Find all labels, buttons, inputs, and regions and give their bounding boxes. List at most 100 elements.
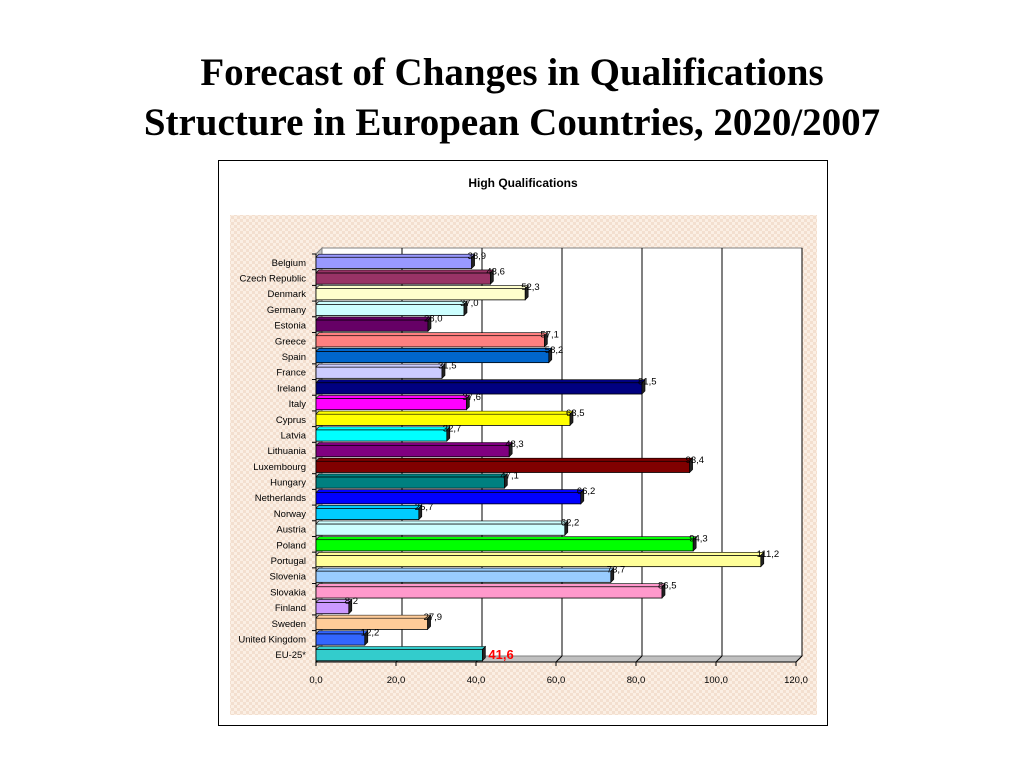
bar-front <box>315 570 612 583</box>
bar-italy <box>315 394 471 411</box>
gridline-depth <box>635 655 643 663</box>
bar-front <box>315 445 510 458</box>
bar-end <box>441 363 446 380</box>
bar-front <box>315 288 526 301</box>
bar-end <box>490 269 494 285</box>
bar-top <box>315 583 666 588</box>
bar-end <box>504 473 508 489</box>
bar-end <box>508 441 513 458</box>
bar-cyprus <box>315 410 574 427</box>
bar-top <box>315 363 446 368</box>
bar-norway <box>315 504 423 521</box>
bar-top <box>315 567 615 572</box>
category-label: Norway <box>274 509 306 520</box>
bar-france <box>315 363 446 380</box>
bar-front <box>315 507 420 520</box>
bar-front <box>315 586 663 599</box>
bar-czech-republic <box>315 269 495 285</box>
category-label: Sweden <box>272 619 306 630</box>
bar-front <box>315 335 545 348</box>
chart-title: High Qualifications <box>468 176 578 190</box>
gridline-depth <box>795 655 803 663</box>
value-label: 63,5 <box>566 408 585 419</box>
bar-end <box>364 630 369 646</box>
bar-end <box>641 379 646 395</box>
bar-end <box>348 598 353 615</box>
bar-front <box>315 633 366 646</box>
bar-germany <box>315 300 468 317</box>
bar-end <box>661 583 666 599</box>
value-label: 111,2 <box>757 549 779 560</box>
category-label: Czech Republic <box>239 274 306 285</box>
value-label: 41,6 <box>488 647 513 662</box>
bar-front <box>315 476 505 489</box>
bar-top <box>315 646 487 650</box>
category-label: Italy <box>289 399 307 410</box>
value-label: 25,7 <box>415 502 434 513</box>
x-tick-label: 100,0 <box>704 675 728 686</box>
value-label: 43,6 <box>486 267 505 278</box>
bar-front <box>315 256 473 269</box>
bar-estonia <box>315 316 432 332</box>
category-label: Lithuania <box>267 446 306 457</box>
bar-top <box>315 379 646 384</box>
category-label: Slovakia <box>270 587 307 598</box>
bar-portugal <box>315 551 765 568</box>
bar-end <box>427 316 432 332</box>
category-label: Ireland <box>277 383 306 394</box>
bar-lithuania <box>315 441 513 458</box>
bar-top <box>315 457 694 462</box>
category-label: Portugal <box>271 556 306 567</box>
value-label: 94,3 <box>689 533 708 544</box>
bar-top <box>315 520 569 525</box>
category-label: France <box>276 368 306 379</box>
value-label: 62,2 <box>561 518 580 529</box>
bar-austria <box>315 520 569 536</box>
bar-top <box>315 269 495 274</box>
category-label: Austria <box>276 525 306 536</box>
category-label: Estonia <box>274 321 306 332</box>
bar-end <box>427 614 431 631</box>
category-label: Slovenia <box>270 572 307 583</box>
bar-end <box>548 347 553 364</box>
bar-eu-25 <box>315 645 487 662</box>
x-tick-label: 20,0 <box>387 675 406 686</box>
category-label: Denmark <box>267 289 306 300</box>
bar-front <box>315 366 443 379</box>
bar-ireland <box>315 379 646 395</box>
category-label: Spain <box>282 352 306 363</box>
bar-top <box>315 300 468 305</box>
bar-sweden <box>315 614 432 631</box>
category-label: Belgium <box>272 258 306 269</box>
bar-top <box>315 348 553 352</box>
bar-front <box>315 350 550 364</box>
gridline-depth <box>715 655 723 663</box>
bar-top <box>315 395 471 399</box>
bar-finland <box>315 598 353 615</box>
bar-greece <box>315 331 549 348</box>
bar-end <box>463 300 468 317</box>
category-label: Latvia <box>281 430 307 441</box>
x-tick-label: 60,0 <box>547 675 566 686</box>
value-label: 38,9 <box>468 251 487 262</box>
value-label: 52,3 <box>521 282 540 293</box>
x-tick-label: 40,0 <box>467 675 486 686</box>
value-label: 81,5 <box>638 376 657 387</box>
bar-belgium <box>315 253 476 270</box>
value-label: 58,2 <box>545 345 564 356</box>
bar-luxembourg <box>315 457 694 474</box>
bar-top <box>315 253 476 258</box>
bar-hungary <box>315 473 509 489</box>
bar-top <box>315 552 765 556</box>
bar-slovenia <box>315 567 615 584</box>
bar-top <box>315 489 585 493</box>
slide-title-line-2: Structure in European Countries, 2020/20… <box>143 101 881 144</box>
bar-end <box>466 394 470 411</box>
slide-title-line-1: Forecast of Changes in Qualifications <box>200 51 824 94</box>
bar-top <box>315 332 549 336</box>
bar-end <box>446 426 451 442</box>
bar-top <box>315 410 574 415</box>
category-label: Luxembourg <box>253 462 306 473</box>
value-label: 73,7 <box>607 565 626 576</box>
